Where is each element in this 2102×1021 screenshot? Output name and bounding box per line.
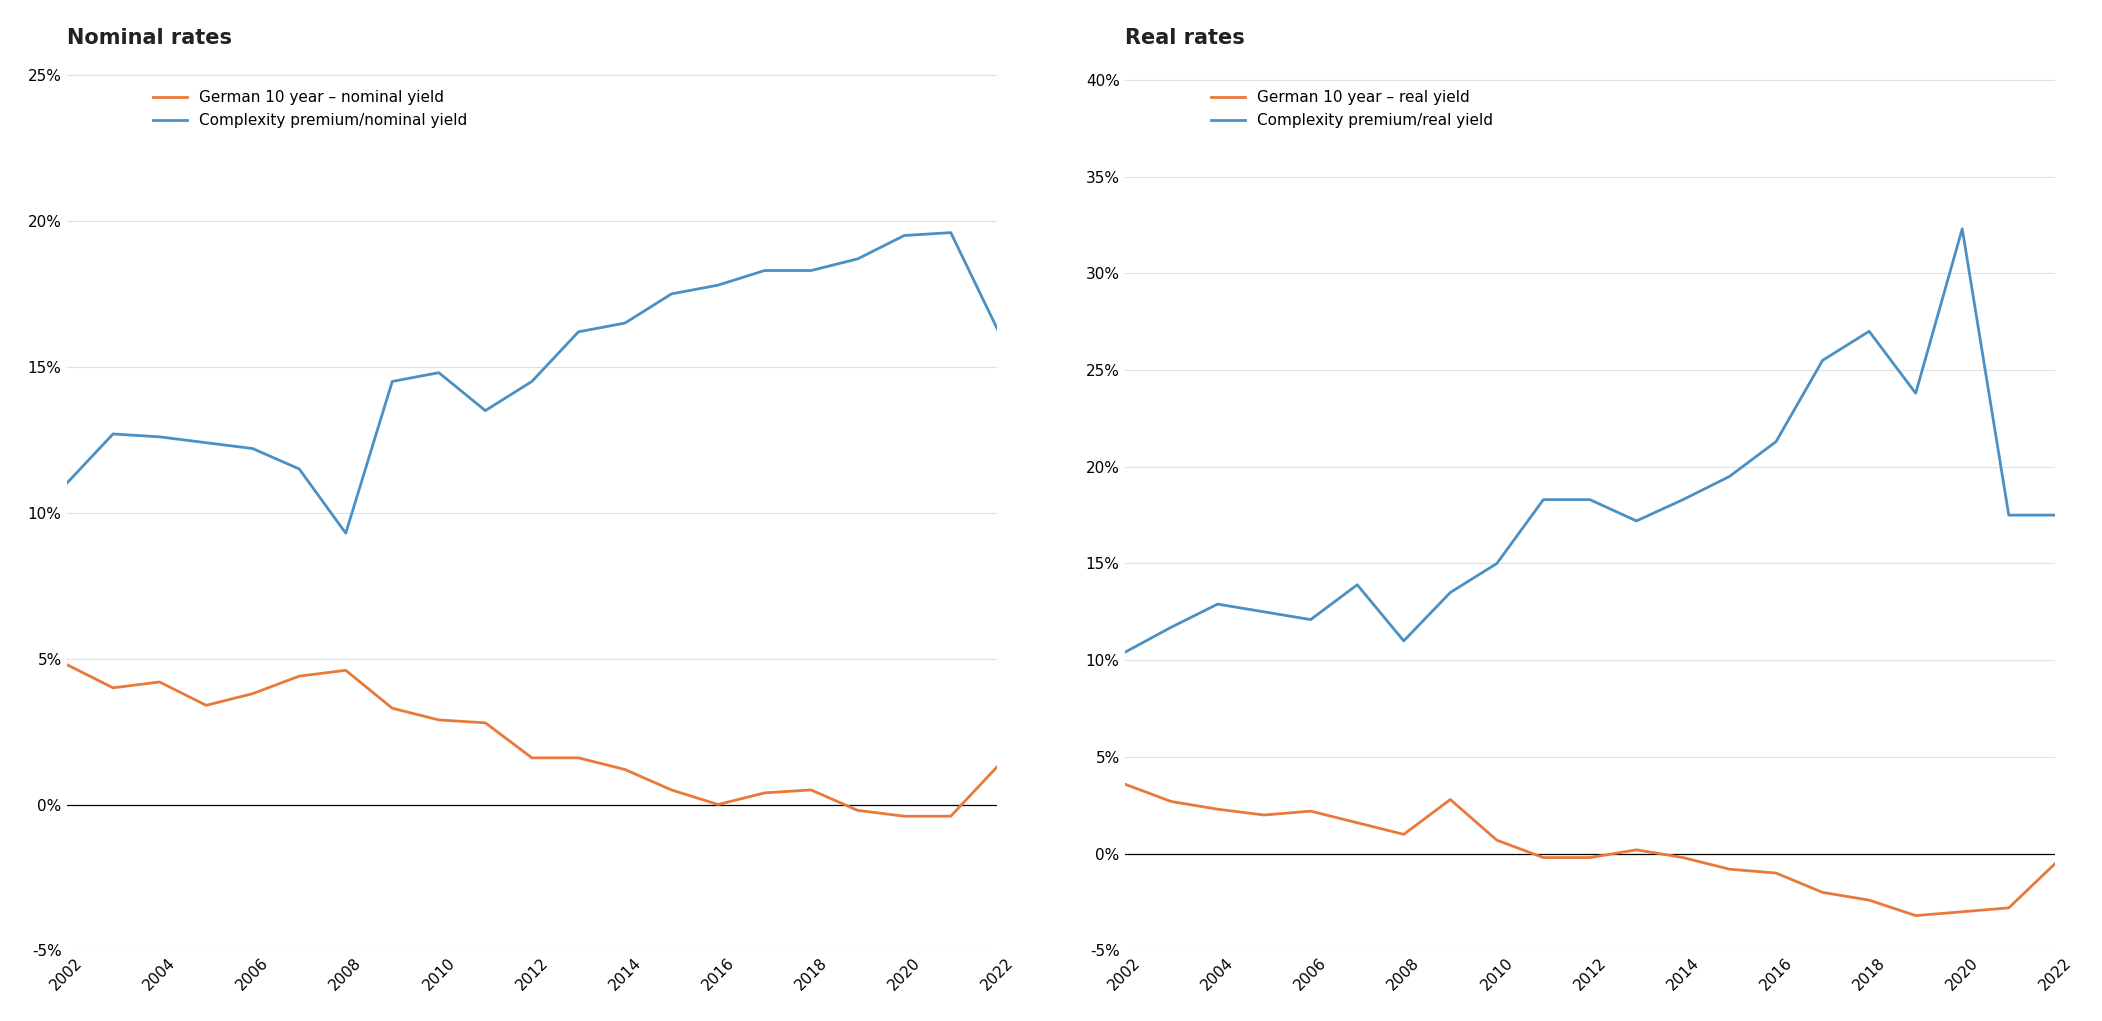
Legend: German 10 year – nominal yield, Complexity premium/nominal yield: German 10 year – nominal yield, Complexi… <box>149 86 471 133</box>
Text: Real rates: Real rates <box>1125 28 1244 48</box>
Legend: German 10 year – real yield, Complexity premium/real yield: German 10 year – real yield, Complexity … <box>1207 86 1497 133</box>
Text: Nominal rates: Nominal rates <box>67 28 231 48</box>
